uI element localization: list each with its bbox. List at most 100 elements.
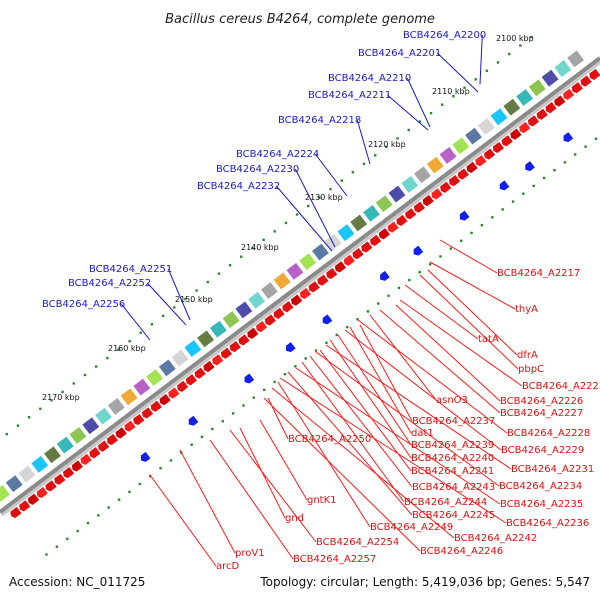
blue-gene-label: BCB4264_A2232 xyxy=(197,181,280,192)
red-leader-line xyxy=(309,355,413,488)
kbp-tick-label: 2160 kbp xyxy=(108,344,146,353)
cog-block xyxy=(465,127,482,145)
outer-tick-dot xyxy=(345,325,349,329)
outer-tick-dot xyxy=(501,208,504,211)
reverse-gene-arrow xyxy=(525,161,535,172)
forward-gene-arrow xyxy=(176,380,189,392)
backbone-line xyxy=(0,56,600,514)
inner-tick-dot xyxy=(228,263,232,267)
outer-tick-dot xyxy=(439,255,442,258)
blue-leader-line xyxy=(386,94,429,131)
outer-tick-dot xyxy=(335,333,338,337)
inner-tick-dot xyxy=(407,128,410,132)
kbp-tick-label: 2130 kbp xyxy=(305,193,343,202)
inner-tick-dot xyxy=(16,424,20,427)
blue-leader-line xyxy=(146,282,187,326)
outer-tick-dot xyxy=(553,168,556,172)
forward-gene-arrow xyxy=(19,500,31,512)
outer-tick-dot xyxy=(563,161,567,164)
red-leader-line xyxy=(271,387,455,539)
inner-tick-dot xyxy=(463,86,466,89)
outer-tick-dot xyxy=(97,514,100,517)
outer-tick-dot xyxy=(252,396,256,399)
forward-gene-arrow xyxy=(457,168,469,180)
outer-tick-dot xyxy=(221,420,224,423)
cog-block xyxy=(528,79,546,97)
inner-tick-dot xyxy=(39,407,42,410)
blue-gene-label: BCB4264_A2210 xyxy=(328,73,411,84)
red-gene-label: pbpC xyxy=(518,364,544,375)
red-gene-label: BCB4264_A2217 xyxy=(497,268,580,279)
inner-tick-dot xyxy=(452,95,455,98)
cog-block xyxy=(273,272,291,290)
inner-tick-dot xyxy=(184,297,187,301)
outer-tick-dot xyxy=(117,498,121,501)
outer-tick-dot xyxy=(200,435,204,439)
forward-gene-arrow xyxy=(238,334,250,346)
reverse-gene-arrow xyxy=(322,314,333,325)
outer-tick-dot xyxy=(273,380,276,384)
forward-gene-arrow xyxy=(291,294,303,306)
inner-tick-dot xyxy=(396,137,399,140)
forward-gene-arrow xyxy=(343,254,355,266)
outer-tick-dot xyxy=(491,216,494,219)
forward-gene-arrow xyxy=(396,214,408,227)
forward-gene-arrow xyxy=(168,387,180,399)
outer-tick-dot xyxy=(418,270,421,274)
forward-gene-arrow xyxy=(545,102,557,114)
blue-gene-label: BCB4264_A2252 xyxy=(68,278,151,289)
red-leader-line xyxy=(179,449,236,554)
red-gene-label: BCB4264_A2242 xyxy=(454,533,537,544)
cog-block xyxy=(439,147,457,164)
inner-tick-dot xyxy=(128,340,131,343)
outer-tick-dot xyxy=(356,318,359,321)
outer-tick-dot xyxy=(263,388,266,392)
red-gene-label: BCB4264_A2235 xyxy=(500,499,583,510)
inner-tick-dot xyxy=(94,365,98,368)
cog-block xyxy=(18,465,36,483)
backbone-shadow xyxy=(0,57,600,517)
forward-gene-arrow xyxy=(317,274,329,286)
inner-tick-dot xyxy=(418,120,422,123)
inner-tick-dot xyxy=(27,416,31,419)
inner-tick-dot xyxy=(206,280,209,284)
forward-gene-arrow xyxy=(36,486,48,499)
cog-block xyxy=(490,108,508,126)
forward-gene-arrow xyxy=(580,75,592,87)
forward-gene-arrow xyxy=(352,248,364,260)
outer-tick-dot xyxy=(408,278,411,282)
outer-tick-dot xyxy=(397,286,401,290)
inner-tick-dot xyxy=(485,69,489,73)
cog-block xyxy=(567,50,585,68)
forward-gene-arrow xyxy=(431,188,443,200)
forward-gene-arrow xyxy=(229,340,241,353)
kbp-tick-label: 2110 kbp xyxy=(432,87,470,96)
red-gene-label: BCB4264_A2250 xyxy=(288,434,371,445)
red-leader-line xyxy=(344,329,502,451)
outer-tick-dot xyxy=(294,365,297,368)
red-leader-line xyxy=(439,239,498,274)
outer-tick-dot xyxy=(86,521,90,525)
outer-tick-dot xyxy=(511,200,515,203)
reverse-gene-arrow xyxy=(188,415,199,426)
inner-tick-dot xyxy=(385,145,388,149)
cog-block xyxy=(388,185,406,203)
red-gene-label: BCB4264_A2254 xyxy=(316,537,399,548)
outer-tick-dot xyxy=(242,404,245,407)
inner-tick-dot xyxy=(429,111,433,115)
accession-text: Accession: NC_011725 xyxy=(9,575,145,589)
outer-tick-dot xyxy=(283,372,287,376)
forward-gene-arrow xyxy=(124,420,136,432)
blue-gene-label: BCB4264_A2201 xyxy=(358,48,441,59)
cog-block xyxy=(248,291,266,309)
kbp-tick-label: 2100 kbp xyxy=(496,34,534,43)
inner-tick-dot xyxy=(5,432,8,436)
red-gene-label: proV1 xyxy=(235,548,265,559)
outer-tick-dot xyxy=(428,263,432,266)
inner-tick-dot xyxy=(61,390,64,394)
inner-tick-dot xyxy=(530,35,533,39)
cog-block xyxy=(363,204,380,222)
red-leader-line xyxy=(395,304,501,402)
inner-tick-dot xyxy=(217,272,221,275)
forward-gene-arrow xyxy=(141,407,154,419)
